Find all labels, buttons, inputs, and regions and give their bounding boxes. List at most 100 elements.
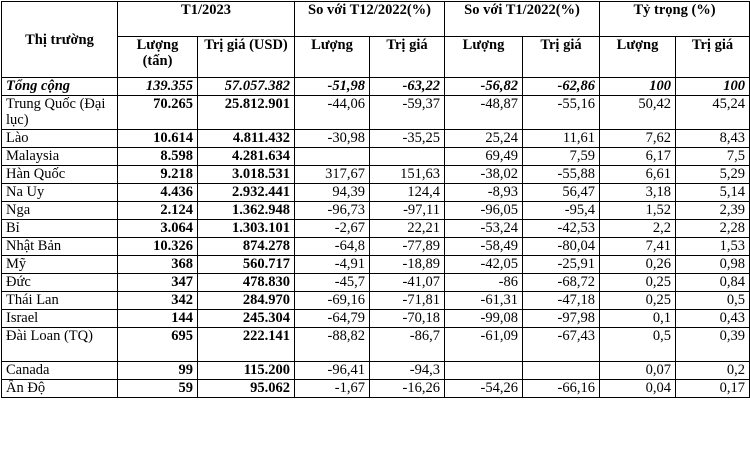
cell-value: 115.200 (196, 361, 296, 380)
cell-vs-year-value: -95,4 (522, 201, 601, 220)
cell-vs-month-value: -35,25 (369, 129, 446, 148)
cell-vs-month-qty: 317,67 (294, 165, 371, 184)
cell-vs-year-value: -68,72 (522, 273, 601, 292)
cell-vs-year-value: -80,04 (522, 237, 601, 256)
cell-vs-month-value: -59,37 (369, 95, 446, 130)
cell-qty: 347 (117, 273, 198, 292)
cell-qty: 139.355 (117, 77, 198, 96)
cell-vs-year-value: -55,16 (522, 95, 601, 130)
cell-vs-year-value: -25,91 (522, 255, 601, 274)
cell-market: Canada (1, 361, 118, 380)
cell-share-value: 0,98 (675, 255, 750, 274)
cell-market: Bỉ (1, 219, 118, 238)
cell-vs-year-qty: 25,24 (444, 129, 524, 148)
cell-market: Ấn Độ (1, 379, 118, 398)
cell-vs-year-qty: -8,93 (444, 183, 524, 202)
cell-share-qty: 0,25 (599, 291, 677, 310)
header-share: Tỷ trọng (%) (599, 1, 750, 37)
table-row: Đức 347 478.830 -45,7 -41,07 -86 -68,72 0,25 0,8… (1, 273, 750, 292)
cell-value: 874.278 (196, 237, 296, 256)
cell-share-qty: 0,1 (599, 309, 677, 328)
cell-share-qty: 7,62 (599, 129, 677, 148)
header-value-unit: Trị giá (USD) (196, 36, 296, 78)
cell-vs-month-qty: -4,91 (294, 255, 371, 274)
cell-value: 478.830 (196, 273, 296, 292)
cell-share-qty: 0,04 (599, 379, 677, 398)
cell-vs-month-value: 22,21 (369, 219, 446, 238)
cell-vs-month-value: -94,3 (369, 361, 446, 380)
table-row: Malaysia 8.598 4.281.634 69,49 7,59 6,17 7,5 (1, 147, 750, 166)
cell-vs-month-value: -86,7 (369, 327, 446, 362)
cell-market: Hàn Quốc (1, 165, 118, 184)
cell-share-value: 100 (675, 77, 750, 96)
header-vs-prev-month: So với T12/2022(%) (294, 1, 446, 37)
cell-qty: 342 (117, 291, 198, 310)
table-row: Hàn Quốc 9.218 3.018.531 317,67 151,63 -38,02… (1, 165, 750, 184)
header-row-1: Thị trường T1/2023 So với T12/2022(%) So… (1, 1, 750, 78)
cell-vs-year-qty: -61,09 (444, 327, 524, 362)
cell-vs-month-qty: -69,16 (294, 291, 371, 310)
cell-vs-year-value: -66,16 (522, 379, 601, 398)
table-row: Lào 10.614 4.811.432 -30,98 -35,25 25,24 11,61… (1, 129, 750, 148)
table-row: Mỹ 368 560.717 -4,91 -18,89 -42,05 -25,91 0,26 0… (1, 255, 750, 274)
cell-vs-year-qty: 69,49 (444, 147, 524, 166)
cell-vs-year-qty: -99,08 (444, 309, 524, 328)
cell-share-value: 0,2 (675, 361, 750, 380)
cell-value: 2.932.441 (196, 183, 296, 202)
cell-vs-year-qty: -42,05 (444, 255, 524, 274)
cell-vs-month-qty: -64,79 (294, 309, 371, 328)
cell-vs-year-value: -67,43 (522, 327, 601, 362)
cell-market: Đài Loan (TQ) (1, 327, 118, 362)
cell-value: 222.141 (196, 327, 296, 362)
cell-share-qty: 6,61 (599, 165, 677, 184)
cell-vs-month-qty: -1,67 (294, 379, 371, 398)
header-vs-prev-year: So với T1/2022(%) (444, 1, 601, 37)
cell-value: 3.018.531 (196, 165, 296, 184)
cell-value: 4.811.432 (196, 129, 296, 148)
cell-qty: 10.614 (117, 129, 198, 148)
cell-vs-year-qty: -61,31 (444, 291, 524, 310)
cell-value: 1.303.101 (196, 219, 296, 238)
cell-vs-month-value: -77,89 (369, 237, 446, 256)
cell-vs-month-qty: -2,67 (294, 219, 371, 238)
cell-share-value: 2,39 (675, 201, 750, 220)
cell-qty: 9.218 (117, 165, 198, 184)
cell-share-value: 8,43 (675, 129, 750, 148)
table-row: Nhật Bản 10.326 874.278 -64,8 -77,89 -58,49 -8… (1, 237, 750, 256)
cell-vs-month-value (369, 147, 446, 166)
cell-vs-year-value: 7,59 (522, 147, 601, 166)
cell-vs-month-qty: -96,73 (294, 201, 371, 220)
header-qty: Lượng (599, 36, 677, 78)
cell-market: Lào (1, 129, 118, 148)
cell-vs-month-qty: -64,8 (294, 237, 371, 256)
cell-share-value: 5,29 (675, 165, 750, 184)
cell-value: 245.304 (196, 309, 296, 328)
cell-vs-year-value: -55,88 (522, 165, 601, 184)
table-row: Ấn Độ 59 95.062 -1,67 -16,26 -54,26 -66,16 0,04… (1, 379, 750, 398)
cell-vs-month-value: -97,11 (369, 201, 446, 220)
cell-vs-year-value (522, 361, 601, 380)
cell-value: 25.812.901 (196, 95, 296, 130)
cell-market: Thái Lan (1, 291, 118, 310)
cell-share-qty: 50,42 (599, 95, 677, 130)
cell-share-qty: 3,18 (599, 183, 677, 202)
cell-vs-month-value: 151,63 (369, 165, 446, 184)
cell-vs-year-value: -62,86 (522, 77, 601, 96)
cell-share-qty: 0,26 (599, 255, 677, 274)
table-row: Trung Quốc (Đại lục) 70.265 25.812.901 -44,… (1, 95, 750, 130)
cell-value: 95.062 (196, 379, 296, 398)
total-row: Tổng cộng 139.355 57.057.382 -51,98 -63,22 -5… (1, 77, 750, 96)
table-row: Đài Loan (TQ) 695 222.141 -88,82 -86,7 -61,09… (1, 327, 750, 362)
cell-share-value: 45,24 (675, 95, 750, 130)
cell-share-qty: 0,5 (599, 327, 677, 362)
cell-market: Trung Quốc (Đại lục) (1, 95, 118, 130)
cell-value: 284.970 (196, 291, 296, 310)
table-row: Nga 2.124 1.362.948 -96,73 -97,11 -96,05 -95,4… (1, 201, 750, 220)
cell-vs-year-qty: -53,24 (444, 219, 524, 238)
header-value: Trị giá (522, 36, 601, 78)
header-market: Thị trường (1, 1, 118, 78)
cell-share-qty: 0,25 (599, 273, 677, 292)
cell-share-value: 0,39 (675, 327, 750, 362)
table-row: Bỉ 3.064 1.303.101 -2,67 22,21 -53,24 -42,53 2,… (1, 219, 750, 238)
cell-share-value: 2,28 (675, 219, 750, 238)
